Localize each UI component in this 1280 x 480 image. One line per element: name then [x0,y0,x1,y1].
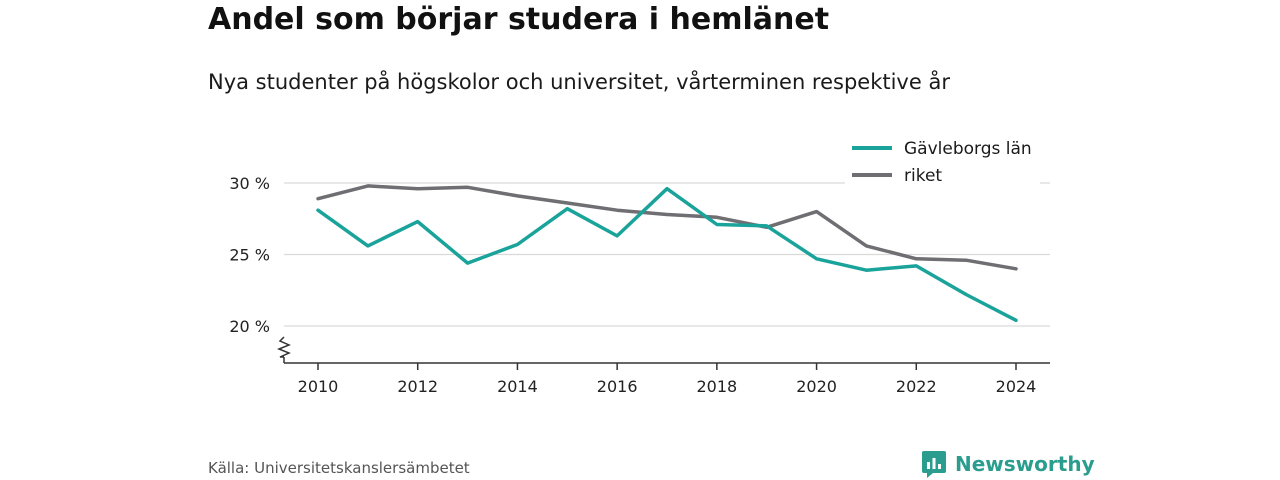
legend-label-gavleborg: Gävleborgs län [904,139,1032,159]
y-tick-label: 20 % [229,317,270,336]
source-note: Källa: Universitetskanslersämbetet [208,459,470,477]
chart-title: Andel som börjar studera i hemlänet [208,2,830,37]
x-tick-label: 2016 [597,377,638,396]
y-tick-label: 30 % [229,174,270,193]
brand-name: Newsworthy [955,452,1095,476]
brand-logo: Newsworthy [921,449,1095,479]
series-line-riket [316,184,1018,271]
series-line-gavleborg [316,186,1018,323]
y-tick-label: 25 % [229,246,270,265]
grid-lines [284,182,1050,327]
legend-label-riket: riket [904,166,942,186]
x-tick-labels: 2010 2012 2014 2016 2018 2020 2022 2024 [298,363,1037,396]
x-tick-label: 2024 [996,377,1037,396]
legend: Gävleborgs län riket [845,132,1040,186]
axes [276,336,1050,364]
chart-subtitle: Nya studenter på högskolor och universit… [208,70,950,94]
x-tick-label: 2022 [896,377,937,396]
x-tick-label: 2020 [796,377,837,396]
series-lines [316,184,1018,323]
x-tick-label: 2018 [696,377,737,396]
y-tick-labels: 20 % 25 % 30 % [229,174,270,336]
x-tick-label: 2010 [298,377,339,396]
axis-break-icon [276,336,291,358]
newsworthy-logo-icon [922,451,946,478]
x-tick-label: 2014 [497,377,538,396]
x-tick-label: 2012 [397,377,438,396]
